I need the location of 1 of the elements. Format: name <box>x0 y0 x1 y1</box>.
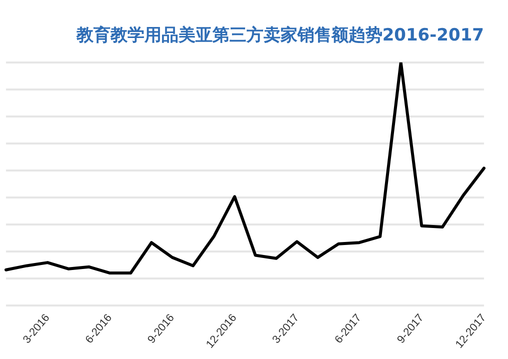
chart-title: 教育教学用品美亚第三方卖家销售额趋势2016-2017 <box>75 24 484 46</box>
